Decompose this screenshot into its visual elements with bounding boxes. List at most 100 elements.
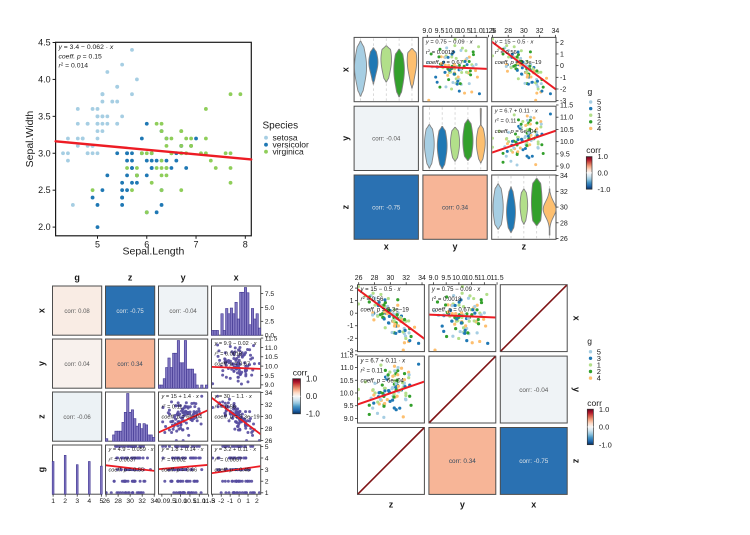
svg-text:32: 32: [560, 189, 568, 196]
svg-text:y: y: [341, 136, 351, 141]
svg-text:8: 8: [243, 239, 248, 249]
svg-text:2: 2: [265, 479, 269, 486]
svg-text:34: 34: [560, 173, 568, 180]
svg-text:3.0: 3.0: [38, 148, 51, 158]
svg-text:g: g: [587, 336, 592, 346]
svg-text:2: 2: [597, 367, 601, 376]
svg-text:9.5: 9.5: [560, 151, 570, 158]
svg-text:r2 = 0.0018: r2 = 0.0018: [432, 295, 462, 303]
svg-text:4: 4: [597, 124, 601, 133]
svg-text:9.0: 9.0: [429, 275, 439, 282]
svg-text:1: 1: [560, 51, 564, 58]
svg-text:y = 9.9 − 0.02 · x: y = 9.9 − 0.02 · x: [214, 341, 257, 347]
svg-text:9.0: 9.0: [422, 28, 432, 35]
svg-text:0.0: 0.0: [598, 169, 608, 178]
svg-text:x: x: [341, 67, 351, 72]
svg-text:1.0: 1.0: [306, 374, 318, 383]
svg-text:2.5: 2.5: [265, 319, 275, 326]
svg-text:0: 0: [560, 63, 564, 70]
svg-text:11.5: 11.5: [482, 28, 495, 35]
svg-text:r2 = 0.0057: r2 = 0.0057: [215, 455, 243, 463]
svg-text:3: 3: [75, 498, 79, 505]
svg-text:0: 0: [237, 498, 241, 505]
svg-text:y = 1.8 + 0.14 · x: y = 1.8 + 0.14 · x: [161, 447, 204, 453]
svg-text:versicolor: versicolor: [273, 140, 310, 150]
svg-text:26: 26: [355, 275, 363, 282]
svg-text:r2 = 0.11: r2 = 0.11: [495, 117, 517, 125]
svg-text:coeff. p = 0.45: coeff. p = 0.45: [215, 468, 251, 474]
svg-text:11.0: 11.0: [340, 365, 353, 372]
svg-text:z: z: [522, 242, 527, 252]
svg-text:1.0: 1.0: [599, 405, 609, 414]
svg-text:corr: corr: [587, 398, 602, 408]
svg-text:x: x: [234, 273, 239, 283]
svg-text:2: 2: [597, 117, 601, 126]
svg-text:30: 30: [126, 498, 134, 505]
svg-text:y: y: [37, 361, 47, 366]
svg-text:z: z: [37, 414, 47, 419]
svg-text:g: g: [37, 467, 47, 473]
svg-text:-3: -3: [560, 98, 566, 105]
svg-text:y = 15 − 0.5 · x: y = 15 − 0.5 · x: [360, 287, 402, 293]
svg-text:26: 26: [102, 498, 110, 505]
svg-text:Species: Species: [263, 121, 299, 132]
svg-text:-2: -2: [347, 336, 353, 343]
svg-text:28: 28: [265, 426, 273, 433]
svg-text:coeff. p = 3.3e−19: coeff. p = 3.3e−19: [215, 415, 260, 421]
svg-text:corr: 0.04: corr: 0.04: [64, 362, 90, 368]
svg-text:corr: corr: [586, 145, 601, 155]
svg-text:corr: 0.34: corr: 0.34: [117, 362, 143, 368]
svg-text:11.0: 11.0: [470, 28, 483, 35]
svg-text:-2: -2: [560, 86, 566, 93]
svg-text:y: y: [572, 387, 582, 392]
svg-text:y = 3.2 + 0.11 · x: y = 3.2 + 0.11 · x: [214, 447, 257, 453]
svg-text:11.5: 11.5: [265, 335, 278, 342]
svg-text:5.0: 5.0: [265, 305, 275, 312]
svg-text:11.5: 11.5: [202, 498, 215, 505]
svg-text:11.5: 11.5: [491, 275, 504, 282]
svg-text:y = 4.9 − 0.059 · x: y = 4.9 − 0.059 · x: [108, 447, 154, 453]
svg-text:z: z: [341, 204, 351, 209]
svg-text:y = 0.75 − 0.09 · x: y = 0.75 − 0.09 · x: [431, 287, 481, 293]
svg-text:r2 = 0.56: r2 = 0.56: [361, 295, 385, 303]
svg-text:9.0: 9.0: [344, 416, 354, 423]
svg-text:5: 5: [265, 444, 269, 451]
svg-text:32: 32: [265, 402, 273, 409]
svg-text:1: 1: [350, 298, 354, 305]
svg-text:10.0: 10.0: [340, 390, 354, 397]
svg-text:g: g: [588, 86, 593, 96]
svg-text:corr: -0.75: corr: -0.75: [116, 309, 144, 315]
svg-text:coeff. p = 0.67: coeff. p = 0.67: [432, 307, 471, 313]
svg-text:r2 = 0.014: r2 = 0.014: [59, 62, 89, 70]
svg-text:coeff. p = 0.66: coeff. p = 0.66: [162, 468, 198, 474]
svg-text:1.0: 1.0: [598, 152, 608, 161]
svg-text:corr: -0.04: corr: -0.04: [372, 136, 401, 143]
svg-text:coeff. p = 6e−04: coeff. p = 6e−04: [361, 379, 405, 385]
svg-text:4: 4: [265, 455, 269, 462]
svg-text:-3: -3: [209, 498, 215, 505]
svg-text:r2 = 0.0018: r2 = 0.0018: [426, 48, 455, 56]
svg-text:r2 = 0.11: r2 = 0.11: [162, 402, 183, 410]
svg-text:0.0: 0.0: [599, 423, 609, 432]
svg-text:9.5: 9.5: [265, 373, 275, 380]
svg-text:-1.0: -1.0: [599, 440, 612, 449]
svg-text:Sepal.Length: Sepal.Length: [123, 246, 185, 258]
svg-text:6: 6: [144, 239, 149, 249]
svg-text:5: 5: [95, 239, 100, 249]
svg-text:3: 3: [265, 467, 269, 474]
svg-text:coeff. p = 3.3e−19: coeff. p = 3.3e−19: [361, 307, 410, 313]
svg-text:0: 0: [350, 311, 354, 318]
svg-text:1: 1: [246, 498, 250, 505]
svg-text:34: 34: [551, 28, 559, 35]
svg-text:g: g: [74, 273, 80, 283]
svg-text:corr: 0.34: corr: 0.34: [449, 458, 476, 465]
svg-text:corr: corr: [293, 367, 308, 377]
svg-text:5: 5: [597, 98, 601, 107]
svg-text:corr: 0.34: corr: 0.34: [442, 204, 469, 211]
svg-text:r2 = 0.002: r2 = 0.002: [162, 455, 186, 463]
svg-text:coeff. p = 6e−04: coeff. p = 6e−04: [162, 415, 202, 421]
svg-text:5: 5: [99, 498, 103, 505]
svg-text:y = 15 + 1.4 · x: y = 15 + 1.4 · x: [161, 394, 200, 400]
svg-text:32: 32: [536, 28, 544, 35]
svg-text:9.5: 9.5: [166, 498, 176, 505]
